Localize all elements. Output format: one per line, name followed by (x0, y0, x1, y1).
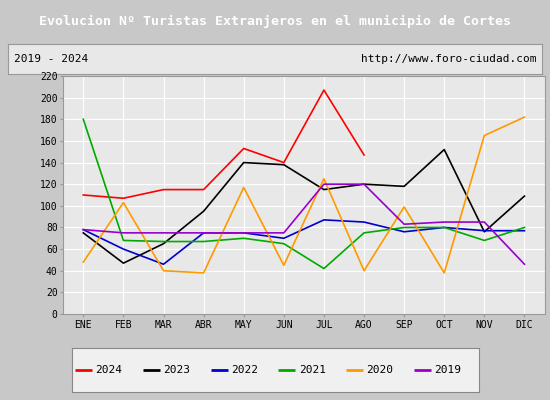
Text: 2024: 2024 (95, 365, 122, 375)
Text: 2023: 2023 (163, 365, 190, 375)
Text: 2019 - 2024: 2019 - 2024 (14, 54, 88, 64)
Text: http://www.foro-ciudad.com: http://www.foro-ciudad.com (361, 54, 536, 64)
Text: 2021: 2021 (299, 365, 326, 375)
Text: 2022: 2022 (231, 365, 258, 375)
Text: 2019: 2019 (434, 365, 461, 375)
Text: 2020: 2020 (366, 365, 394, 375)
Text: Evolucion Nº Turistas Extranjeros en el municipio de Cortes: Evolucion Nº Turistas Extranjeros en el … (39, 14, 511, 28)
